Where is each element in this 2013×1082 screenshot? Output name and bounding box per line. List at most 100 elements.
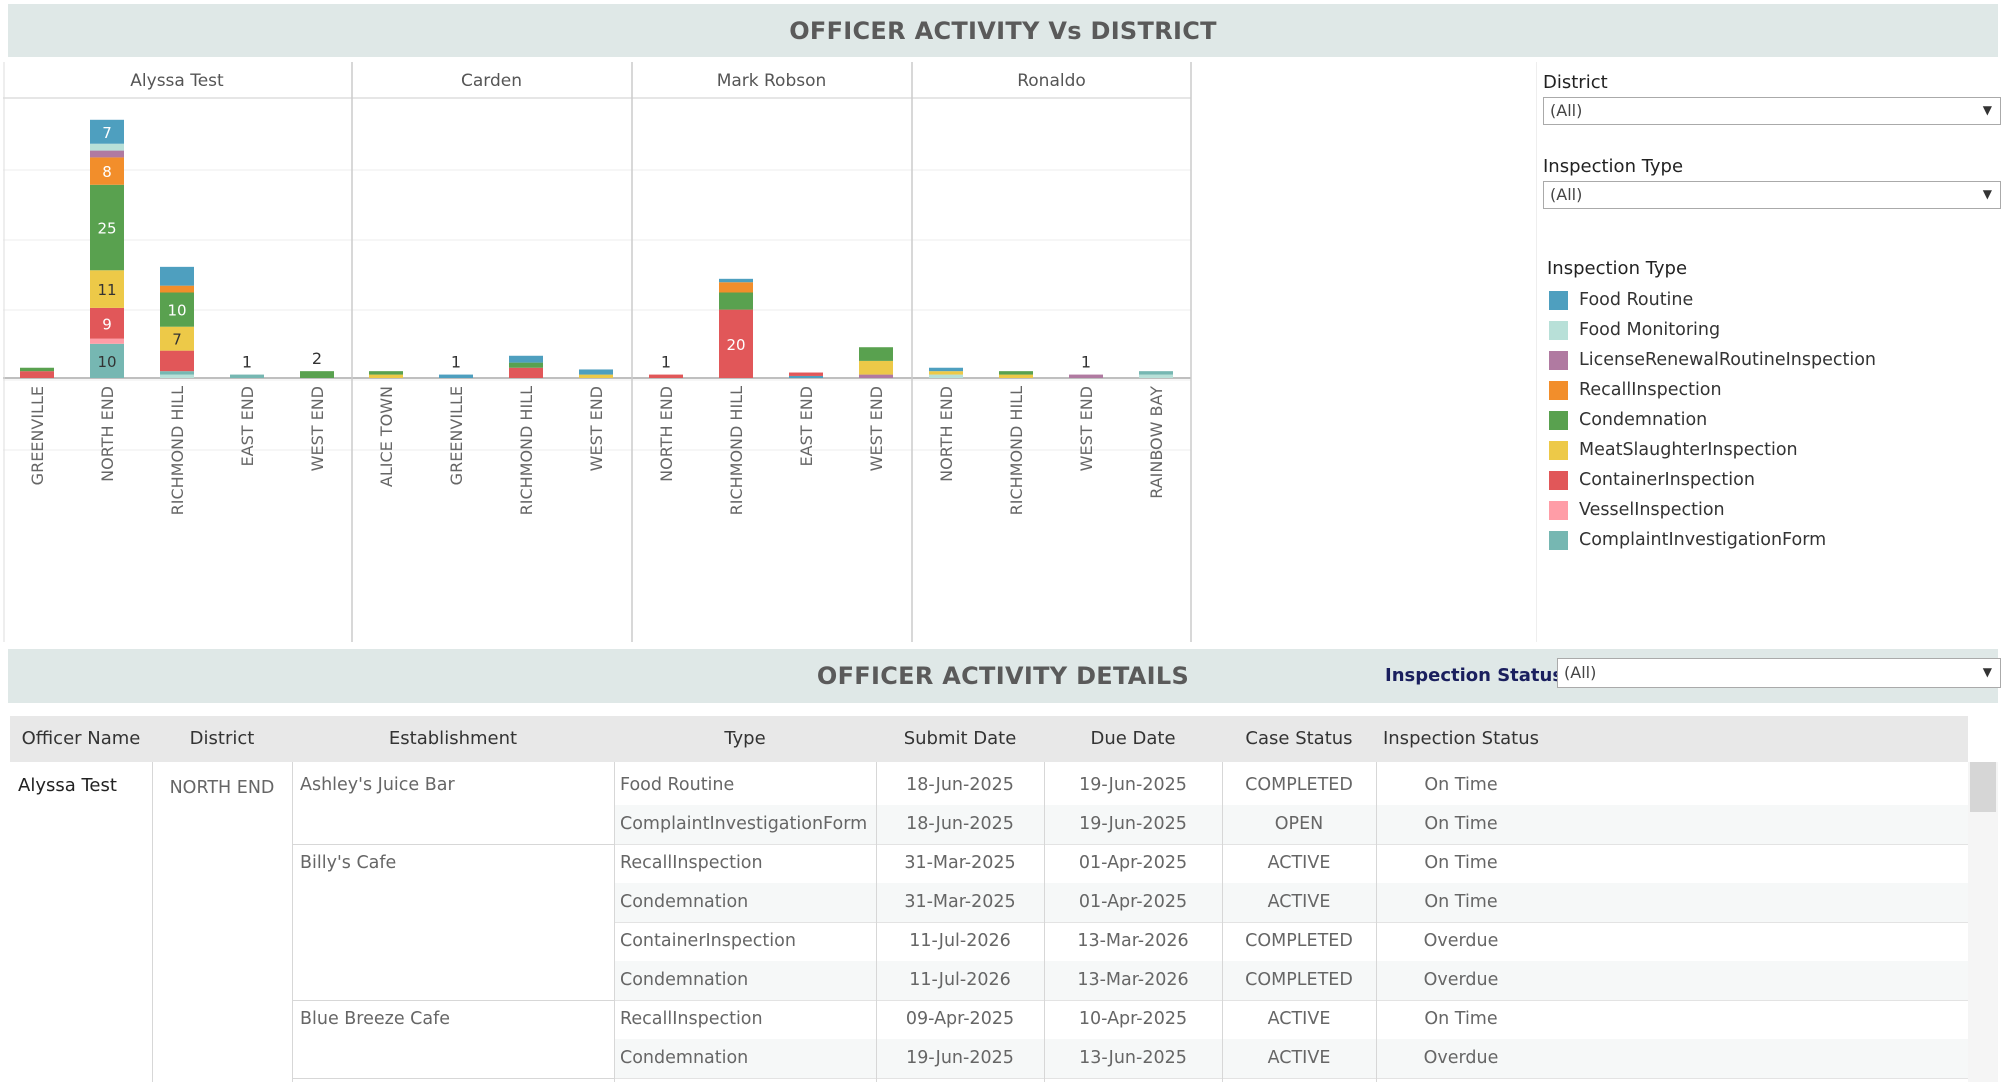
legend-label: Food Routine: [1579, 290, 1694, 310]
inspection-type-filter-select[interactable]: (All) ▼: [1543, 181, 2001, 209]
cell-submit-date: 19-Jun-2025: [906, 1048, 1014, 1068]
bar-segment: [439, 374, 473, 378]
bar-segment: [999, 371, 1033, 375]
cell-establishment: Ashley's Juice Bar: [300, 775, 455, 795]
cell-submit-date: 31-Mar-2025: [904, 853, 1016, 873]
district-filter-value: (All): [1550, 101, 1583, 120]
table-header: Officer Name District Establishment Type Sub…: [10, 716, 1968, 762]
establishment-divider: [292, 1000, 614, 1001]
bar-segment: [719, 278, 753, 283]
bar-segment: [160, 326, 194, 351]
cell-type: ComplaintInvestigationForm: [620, 814, 868, 834]
cell-inspection-status: On Time: [1424, 814, 1498, 834]
bar-data-label: 10: [97, 353, 116, 371]
cell-inspection-status: On Time: [1424, 853, 1498, 873]
panel-officer-label: Carden: [461, 71, 522, 91]
details-table: Officer Name District Establishment Type Sub…: [10, 716, 1968, 1082]
legend-item[interactable]: MeatSlaughterInspection: [1549, 437, 1798, 463]
x-tick-label: NORTH END: [657, 386, 676, 482]
bar-segment: [929, 371, 963, 375]
x-tick-label: GREENVILLE: [447, 386, 466, 485]
x-tick-label: RICHMOND HILL: [517, 386, 536, 515]
bar-segment: [1069, 374, 1103, 378]
bar-segment: [90, 143, 124, 151]
column-header[interactable]: Establishment: [388, 728, 518, 749]
legend-label: Food Monitoring: [1579, 320, 1721, 340]
dashboard-title-banner: OFFICER ACTIVITY Vs DISTRICT: [8, 4, 1998, 57]
cell-due-date: 19-Jun-2025: [1079, 814, 1187, 834]
cell-due-date: 10-Apr-2025: [1078, 1009, 1188, 1029]
inspection-status-select[interactable]: (All) ▼: [1557, 658, 2001, 688]
legend-title: Inspection Type: [1547, 258, 1688, 279]
cell-submit-date: 11-Jul-2026: [909, 970, 1011, 990]
cell-inspection-status: Overdue: [1423, 970, 1499, 990]
legend-item[interactable]: LicenseRenewalRoutineInspection: [1549, 347, 1876, 373]
bar-segment: [160, 371, 194, 375]
column-header[interactable]: Type: [724, 728, 766, 749]
cell-inspection-status: On Time: [1424, 1009, 1498, 1029]
cell-submit-date: 18-Jun-2025: [906, 814, 1014, 834]
district-filter-select[interactable]: (All) ▼: [1543, 97, 2001, 125]
bar-segment: [1139, 374, 1173, 378]
cell-submit-date: 31-Mar-2025: [904, 892, 1016, 912]
row-band: [614, 961, 1968, 1000]
bar-segment: [90, 157, 124, 185]
cell-type: RecallInspection: [620, 1009, 763, 1029]
row-divider: [614, 844, 1968, 845]
legend-swatch: [1549, 350, 1568, 370]
cell-inspection-status: Overdue: [1423, 1048, 1499, 1068]
bar-segment: [90, 184, 124, 271]
inspection-status-value: (All): [1564, 663, 1597, 682]
row-divider: [614, 1000, 1968, 1001]
legend-item[interactable]: Food Routine: [1549, 287, 1693, 313]
bar-segment: [160, 285, 194, 293]
cell-due-date: 19-Jun-2025: [1079, 775, 1187, 795]
cell-inspection-status: Overdue: [1423, 931, 1499, 951]
bar-segment: [20, 367, 54, 372]
column-header[interactable]: Submit Date: [903, 728, 1017, 749]
legend-item[interactable]: ComplaintInvestigationForm: [1549, 527, 1826, 553]
establishment-divider: [292, 844, 614, 845]
legend-item[interactable]: ContainerInspection: [1549, 467, 1755, 493]
bar-data-label: 11: [97, 281, 116, 299]
column-header[interactable]: Officer Name: [21, 728, 141, 749]
bar-data-label: 25: [97, 220, 116, 238]
bar-segment: [90, 338, 124, 344]
chevron-down-icon: ▼: [1982, 665, 1992, 679]
panel-officer-label: Alyssa Test: [130, 71, 224, 91]
table-scrollbar[interactable]: [1968, 762, 1998, 1082]
cell-district: NORTH END: [169, 778, 275, 798]
column-header[interactable]: Inspection Status: [1382, 728, 1540, 749]
x-tick-label: WEST END: [1077, 386, 1096, 471]
bar-segment: [160, 266, 194, 286]
x-tick-label: ALICE TOWN: [377, 386, 396, 487]
scrollbar-thumb[interactable]: [1970, 762, 1996, 812]
legend-item[interactable]: RecallInspection: [1549, 377, 1722, 403]
legend-item[interactable]: Condemnation: [1549, 407, 1707, 433]
legend-swatch: [1549, 500, 1568, 520]
column-header[interactable]: Case Status: [1245, 728, 1353, 749]
column-header[interactable]: District: [189, 728, 255, 749]
x-tick-label: RICHMOND HILL: [727, 386, 746, 515]
bar-segment: [509, 355, 543, 363]
bar-data-label: 9: [102, 315, 112, 333]
column-divider: [614, 762, 615, 1082]
column-divider: [292, 762, 293, 1082]
column-divider: [152, 762, 153, 1082]
bar-segment: [1139, 371, 1173, 375]
legend-item[interactable]: VesselInspection: [1549, 497, 1725, 523]
column-header[interactable]: Due Date: [1090, 728, 1176, 749]
bar-data-label: 20: [726, 336, 745, 354]
cell-establishment: Blue Breeze Cafe: [300, 1009, 451, 1029]
cell-submit-date: 18-Jun-2025: [906, 775, 1014, 795]
legend-item[interactable]: Food Monitoring: [1549, 317, 1720, 343]
bar-data-label: 7: [172, 331, 182, 349]
bar-segment: [929, 367, 963, 372]
chart-background: [3, 62, 1191, 642]
bar-total-label: 1: [242, 353, 252, 372]
bar-segment: [90, 270, 124, 308]
row-band: [614, 883, 1968, 922]
x-tick-label: EAST END: [238, 386, 257, 466]
officer-activity-chart: Alyssa Test GREENVILLE 10 9 11 25 8 7 NORTH END 7…: [3, 62, 1533, 642]
